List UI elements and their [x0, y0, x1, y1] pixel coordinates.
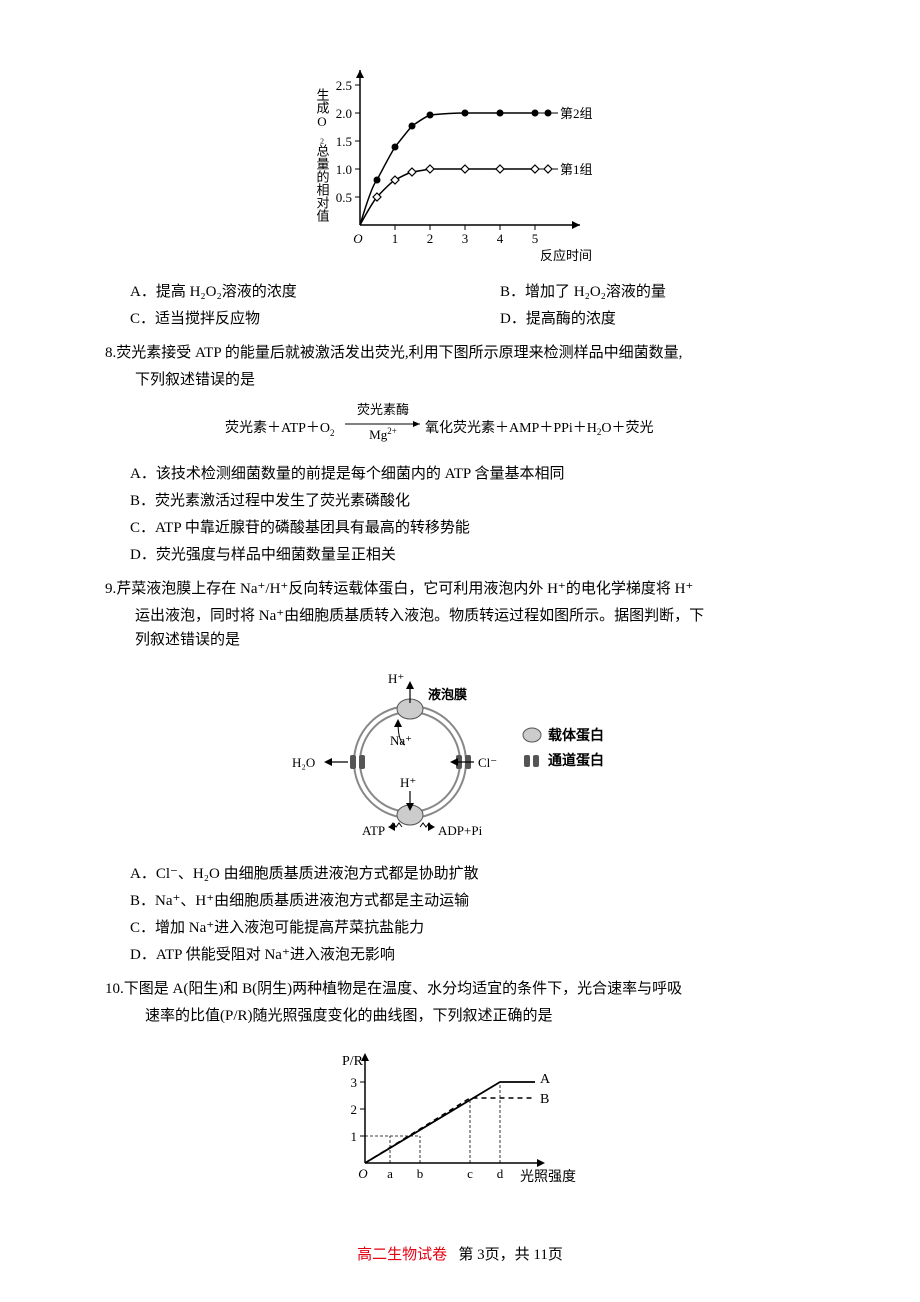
- q9-stem: 9.芹菜液泡膜上存在 Na⁺/H⁺反向转运载体蛋白，它可利用液泡内外 H⁺的电化…: [105, 577, 845, 601]
- chart1-container: 1 2 3 4 5 0.5 1.0 1.5 2.0 2.5 O: [75, 55, 845, 265]
- q8-opt-a: A．该技术检测细菌数量的前提是每个细菌内的 ATP 含量基本相同: [130, 462, 845, 486]
- svg-text:1: 1: [392, 231, 399, 246]
- svg-text:2: 2: [330, 428, 335, 438]
- chart10-svg: 1 2 3 P/R O a b c d A B 光照强度: [320, 1043, 600, 1193]
- membrane-label: 液泡膜: [428, 687, 467, 702]
- q9-opt-b: B．Na⁺、H⁺由细胞质基质进液泡方式都是主动运输: [130, 889, 845, 913]
- svg-text:H₂O: H₂O: [292, 755, 315, 770]
- svg-text:ATP: ATP: [362, 823, 385, 838]
- chart10-container: 1 2 3 P/R O a b c d A B 光照强度: [75, 1043, 845, 1193]
- diagram9-container: H⁺ 液泡膜 Na⁺ H₂O Cl⁻ H⁺ ATP ADP+Pi: [75, 667, 845, 847]
- q7-opt-c: C．适当搅拌反应物: [130, 307, 500, 331]
- svg-text:1: 1: [351, 1129, 358, 1144]
- q8-opt-c: C．ATP 中靠近腺苷的磷酸基团具有最高的转移势能: [130, 516, 845, 540]
- reaction-right: 氧化荧光素＋AMP＋PPi＋H2O＋荧光: [425, 419, 654, 437]
- diagram9-svg: H⁺ 液泡膜 Na⁺ H₂O Cl⁻ H⁺ ATP ADP+Pi: [270, 667, 650, 847]
- q10-stem2: 速率的比值(P/R)随光照强度变化的曲线图，下列叙述正确的是: [145, 1004, 845, 1028]
- q10-stem: 10.下图是 A(阳生)和 B(阴生)两种植物是在温度、水分均适宜的条件下，光合…: [105, 977, 845, 1001]
- q9-opt-c: C．增加 Na⁺进入液泡可能提高芹菜抗盐能力: [130, 916, 845, 940]
- svg-text:Na⁺: Na⁺: [390, 733, 412, 748]
- chart1-svg: 1 2 3 4 5 0.5 1.0 1.5 2.0 2.5 O: [300, 55, 620, 265]
- svg-text:B: B: [540, 1092, 549, 1107]
- svg-text:5: 5: [532, 231, 539, 246]
- svg-text:O: O: [358, 1166, 368, 1181]
- svg-text:H⁺: H⁺: [400, 775, 416, 790]
- svg-text:2: 2: [427, 231, 434, 246]
- svg-text:0.5: 0.5: [336, 190, 352, 205]
- svg-text:2: 2: [351, 1102, 358, 1117]
- reaction-bottom: Mg2+: [369, 426, 397, 442]
- svg-text:a: a: [387, 1166, 393, 1181]
- svg-text:c: c: [467, 1166, 473, 1181]
- svg-text:4: 4: [497, 231, 504, 246]
- q9-stem3: 列叙述错误的是: [135, 628, 845, 652]
- chart1-series1-label: 第1组: [560, 162, 593, 177]
- q8-opt-b: B．荧光素激活过程中发生了荧光素磷酸化: [130, 489, 845, 513]
- chart1-series2-label: 第2组: [560, 106, 593, 121]
- svg-text:A: A: [540, 1072, 551, 1087]
- q8-stem2: 下列叙述错误的是: [135, 368, 845, 392]
- svg-text:H⁺: H⁺: [388, 671, 404, 686]
- svg-text:b: b: [417, 1166, 424, 1181]
- legend-channel: 通道蛋白: [548, 752, 604, 769]
- q7-options-row2: C．适当搅拌反应物 D．提高酶的浓度: [130, 307, 845, 331]
- reaction-top: 荧光素酶: [357, 402, 409, 417]
- svg-text:1.5: 1.5: [336, 134, 352, 149]
- reaction-left: 荧光素＋ATP＋O: [225, 419, 330, 436]
- q7-opt-a: A．提高 H₂O₂溶液的浓度: [130, 280, 500, 304]
- svg-text:Cl⁻: Cl⁻: [478, 755, 497, 770]
- chart1-xlabel: 反应时间: [540, 248, 592, 263]
- chart10-ylabel: P/R: [342, 1054, 364, 1069]
- footer-black: 第 3页，共 11页: [458, 1247, 562, 1263]
- footer-red: 高二生物试卷: [357, 1247, 447, 1263]
- q8-reaction: 荧光素＋ATP＋O 2 荧光素酶 Mg2+ 氧化荧光素＋AMP＋PPi＋H2O＋…: [75, 400, 845, 454]
- q7-opt-d: D．提高酶的浓度: [500, 307, 845, 331]
- q8-opt-d: D．荧光强度与样品中细菌数量呈正相关: [130, 543, 845, 567]
- svg-text:3: 3: [351, 1075, 358, 1090]
- page-footer: 高二生物试卷 第 3页，共 11页: [0, 1243, 920, 1267]
- svg-text:2.5: 2.5: [336, 78, 352, 93]
- q8-stem: 8.荧光素接受 ATP 的能量后就被激活发出荧光,利用下图所示原理来检测样品中细…: [105, 341, 845, 365]
- q7-options-row1: A．提高 H₂O₂溶液的浓度 B．增加了 H₂O₂溶液的量: [130, 280, 845, 304]
- q9-opt-a: A．Cl⁻、H₂O 由细胞质基质进液泡方式都是协助扩散: [130, 862, 845, 886]
- q9-stem2: 运出液泡，同时将 Na⁺由细胞质基质转入液泡。物质转运过程如图所示。据图判断，下: [135, 604, 845, 628]
- svg-text:2.0: 2.0: [336, 106, 352, 121]
- chart10-xlabel: 光照强度: [520, 1169, 576, 1185]
- q9-opt-d: D．ATP 供能受阻对 Na⁺进入液泡无影响: [130, 943, 845, 967]
- svg-text:d: d: [497, 1166, 504, 1181]
- q7-opt-b: B．增加了 H₂O₂溶液的量: [500, 280, 845, 304]
- svg-text:ADP+Pi: ADP+Pi: [438, 823, 483, 838]
- svg-text:1.0: 1.0: [336, 162, 352, 177]
- svg-text:O: O: [353, 231, 363, 246]
- svg-text:3: 3: [462, 231, 469, 246]
- chart1-ylabel: 生成O₂总量的相对值: [315, 88, 330, 223]
- legend-carrier: 载体蛋白: [548, 727, 604, 744]
